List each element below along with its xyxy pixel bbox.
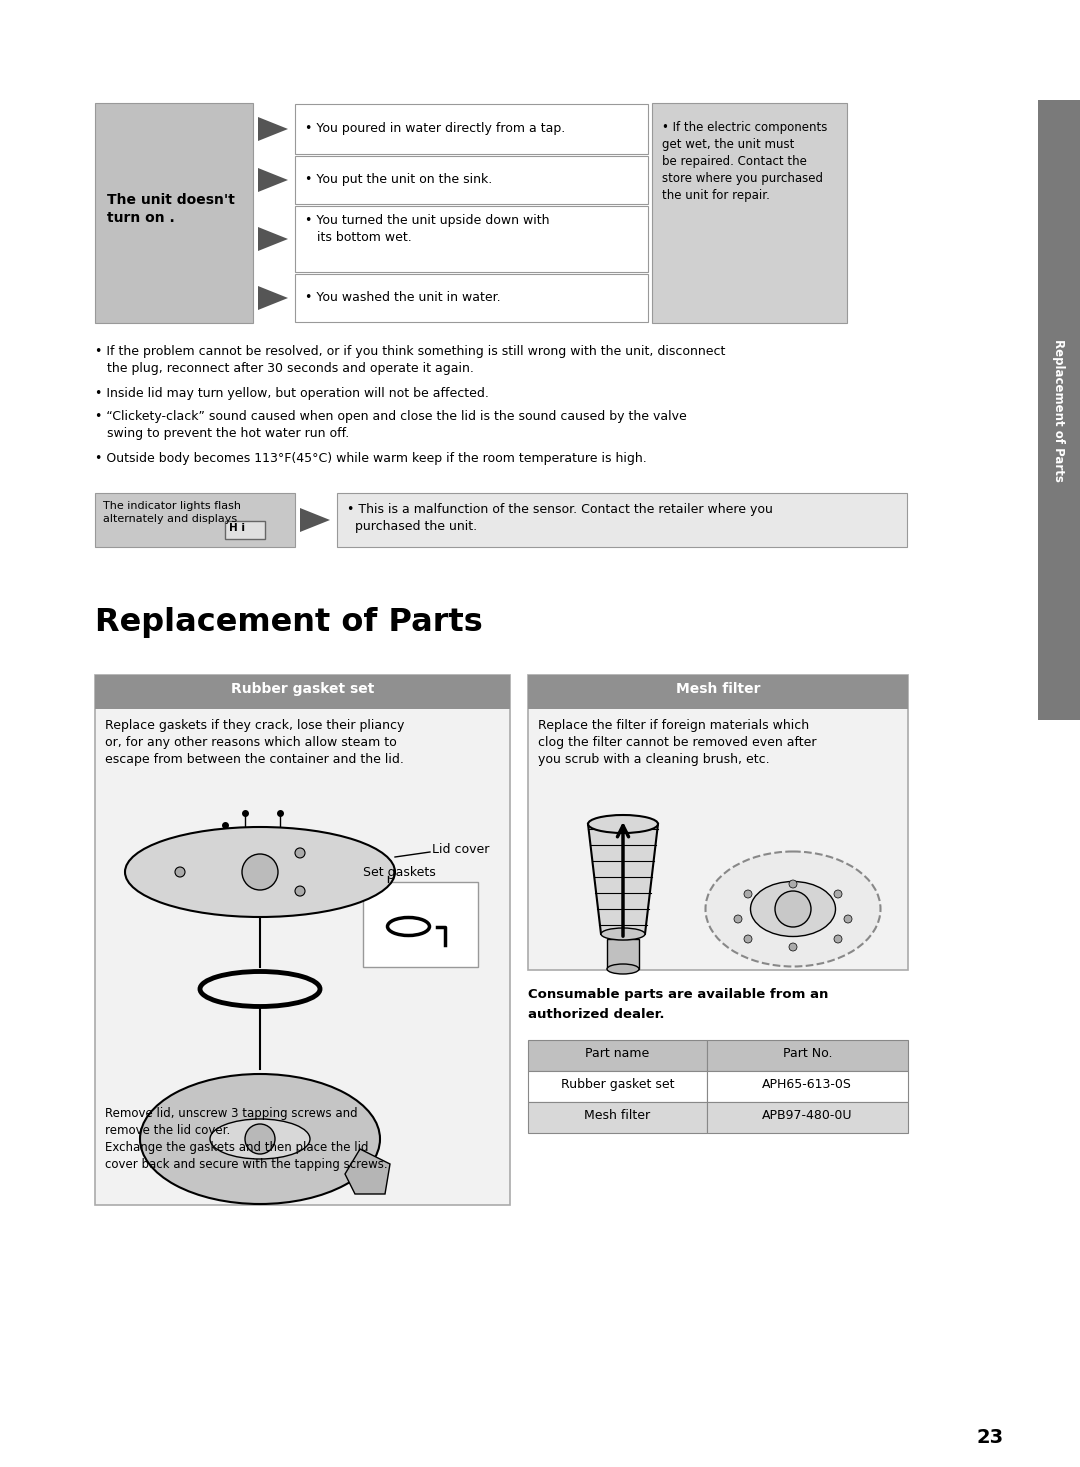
Text: • “Clickety-clack” sound caused when open and close the lid is the sound caused : • “Clickety-clack” sound caused when ope… bbox=[95, 409, 687, 440]
Ellipse shape bbox=[140, 1074, 380, 1204]
Text: • You turned the unit upside down with
   its bottom wet.: • You turned the unit upside down with i… bbox=[305, 214, 550, 244]
Text: H i: H i bbox=[229, 524, 245, 533]
Text: Rubber gasket set: Rubber gasket set bbox=[231, 682, 374, 695]
Ellipse shape bbox=[705, 851, 880, 967]
FancyBboxPatch shape bbox=[295, 205, 648, 271]
Text: • You put the unit on the sink.: • You put the unit on the sink. bbox=[305, 173, 492, 186]
FancyBboxPatch shape bbox=[1038, 100, 1080, 720]
Text: Remove lid, unscrew 3 tapping screws and
remove the lid cover.
Exchange the gask: Remove lid, unscrew 3 tapping screws and… bbox=[105, 1108, 388, 1171]
Text: authorized dealer.: authorized dealer. bbox=[528, 1008, 664, 1021]
Polygon shape bbox=[258, 117, 288, 141]
Text: Replacement of Parts: Replacement of Parts bbox=[95, 607, 483, 638]
FancyBboxPatch shape bbox=[95, 675, 510, 1204]
Circle shape bbox=[834, 934, 842, 943]
FancyBboxPatch shape bbox=[295, 274, 648, 321]
Circle shape bbox=[295, 848, 305, 858]
Text: The unit doesn't
turn on .: The unit doesn't turn on . bbox=[107, 194, 234, 226]
Text: • If the problem cannot be resolved, or if you think something is still wrong wi: • If the problem cannot be resolved, or … bbox=[95, 345, 726, 376]
FancyBboxPatch shape bbox=[652, 103, 847, 323]
Ellipse shape bbox=[607, 964, 639, 974]
FancyBboxPatch shape bbox=[337, 493, 907, 547]
Ellipse shape bbox=[125, 827, 395, 917]
Circle shape bbox=[834, 890, 842, 898]
Text: • Inside lid may turn yellow, but operation will not be affected.: • Inside lid may turn yellow, but operat… bbox=[95, 387, 489, 400]
Text: • Outside body becomes 113°F(45°C) while warm keep if the room temperature is hi: • Outside body becomes 113°F(45°C) while… bbox=[95, 452, 647, 465]
FancyBboxPatch shape bbox=[528, 1040, 706, 1071]
FancyBboxPatch shape bbox=[706, 1040, 908, 1071]
Text: Replace gaskets if they crack, lose their pliancy
or, for any other reasons whic: Replace gaskets if they crack, lose thei… bbox=[105, 719, 404, 766]
Circle shape bbox=[295, 886, 305, 896]
Text: Replacement of Parts: Replacement of Parts bbox=[1053, 339, 1066, 481]
FancyBboxPatch shape bbox=[706, 1102, 908, 1133]
FancyBboxPatch shape bbox=[95, 493, 295, 547]
Text: Part No.: Part No. bbox=[783, 1047, 832, 1061]
Polygon shape bbox=[300, 508, 330, 533]
FancyBboxPatch shape bbox=[607, 939, 639, 970]
Text: 23: 23 bbox=[976, 1427, 1003, 1446]
Text: Mesh filter: Mesh filter bbox=[584, 1109, 650, 1122]
Circle shape bbox=[734, 915, 742, 923]
FancyBboxPatch shape bbox=[95, 675, 510, 709]
FancyBboxPatch shape bbox=[528, 675, 908, 709]
FancyBboxPatch shape bbox=[706, 1071, 908, 1102]
Circle shape bbox=[789, 880, 797, 888]
Circle shape bbox=[245, 1124, 275, 1155]
Circle shape bbox=[242, 854, 278, 890]
Text: • This is a malfunction of the sensor. Contact the retailer where you
  purchase: • This is a malfunction of the sensor. C… bbox=[347, 503, 773, 533]
Text: Lid cover: Lid cover bbox=[432, 844, 489, 857]
Polygon shape bbox=[345, 1149, 390, 1194]
Polygon shape bbox=[258, 227, 288, 251]
FancyBboxPatch shape bbox=[528, 1071, 706, 1102]
Text: APH65-613-0S: APH65-613-0S bbox=[762, 1078, 852, 1091]
Ellipse shape bbox=[588, 816, 658, 833]
Ellipse shape bbox=[600, 929, 645, 940]
FancyBboxPatch shape bbox=[295, 156, 648, 204]
FancyBboxPatch shape bbox=[528, 675, 908, 970]
Text: Consumable parts are available from an: Consumable parts are available from an bbox=[528, 987, 828, 1000]
FancyBboxPatch shape bbox=[528, 1102, 706, 1133]
FancyBboxPatch shape bbox=[95, 103, 253, 323]
Polygon shape bbox=[588, 824, 658, 934]
FancyBboxPatch shape bbox=[225, 521, 265, 538]
Text: Replace the filter if foreign materials which
clog the filter cannot be removed : Replace the filter if foreign materials … bbox=[538, 719, 816, 766]
Polygon shape bbox=[258, 169, 288, 192]
Circle shape bbox=[744, 890, 752, 898]
Text: Set gaskets: Set gaskets bbox=[363, 866, 435, 879]
Ellipse shape bbox=[751, 882, 836, 936]
FancyBboxPatch shape bbox=[295, 104, 648, 154]
Text: • You poured in water directly from a tap.: • You poured in water directly from a ta… bbox=[305, 122, 565, 135]
FancyBboxPatch shape bbox=[363, 882, 478, 967]
Text: Part name: Part name bbox=[585, 1047, 649, 1061]
Text: • If the electric components
get wet, the unit must
be repaired. Contact the
sto: • If the electric components get wet, th… bbox=[662, 120, 827, 202]
Ellipse shape bbox=[210, 1119, 310, 1159]
Text: APB97-480-0U: APB97-480-0U bbox=[762, 1109, 852, 1122]
Text: • You washed the unit in water.: • You washed the unit in water. bbox=[305, 290, 501, 304]
Circle shape bbox=[175, 867, 185, 877]
Text: Rubber gasket set: Rubber gasket set bbox=[561, 1078, 674, 1091]
Text: Mesh filter: Mesh filter bbox=[676, 682, 760, 695]
Text: The indicator lights flash
alternately and displays: The indicator lights flash alternately a… bbox=[103, 502, 241, 524]
Circle shape bbox=[789, 943, 797, 951]
Circle shape bbox=[843, 915, 852, 923]
Circle shape bbox=[744, 934, 752, 943]
Polygon shape bbox=[258, 286, 288, 310]
Circle shape bbox=[775, 890, 811, 927]
